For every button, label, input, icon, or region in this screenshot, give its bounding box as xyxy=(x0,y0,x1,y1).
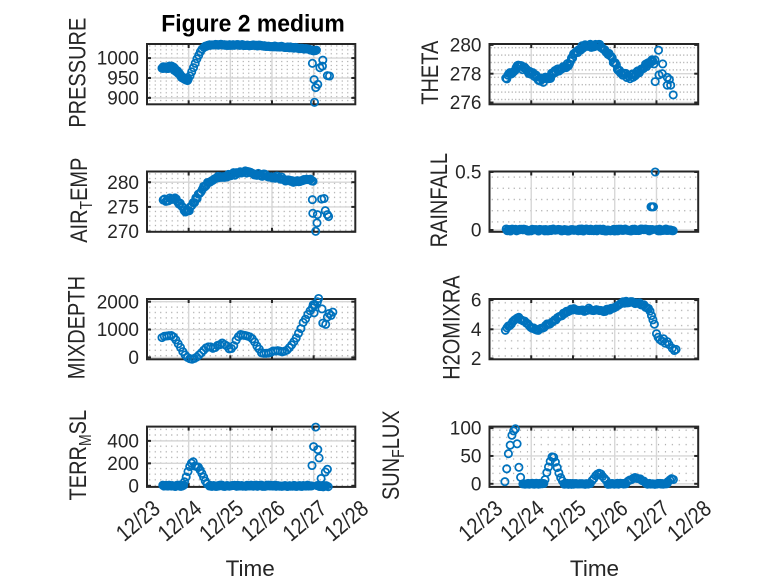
svg-text:278: 278 xyxy=(450,64,482,85)
svg-text:280: 280 xyxy=(450,36,482,57)
svg-text:Time: Time xyxy=(226,556,275,581)
svg-text:H2OMIXRA: H2OMIXRA xyxy=(438,275,465,380)
svg-text:275: 275 xyxy=(107,198,139,219)
svg-text:SUNFLUX: SUNFLUX xyxy=(377,410,408,500)
svg-text:2: 2 xyxy=(471,349,482,370)
svg-text:200: 200 xyxy=(107,454,139,475)
svg-text:50: 50 xyxy=(460,447,481,468)
svg-text:AIRTEMP: AIRTEMP xyxy=(65,158,96,243)
svg-text:Time: Time xyxy=(570,556,619,581)
svg-text:0: 0 xyxy=(471,221,482,242)
svg-text:100: 100 xyxy=(450,419,482,440)
svg-text:MIXDEPTH: MIXDEPTH xyxy=(63,276,90,379)
svg-text:280: 280 xyxy=(107,173,139,194)
svg-text:RAINFALL: RAINFALL xyxy=(425,153,452,247)
svg-text:270: 270 xyxy=(107,222,139,243)
svg-text:0: 0 xyxy=(471,474,482,495)
svg-text:900: 900 xyxy=(107,89,139,110)
svg-text:Figure 2 medium: Figure 2 medium xyxy=(161,10,345,37)
svg-text:6: 6 xyxy=(471,291,482,312)
svg-text:4: 4 xyxy=(471,320,482,341)
svg-text:2000: 2000 xyxy=(97,292,139,313)
svg-text:0.5: 0.5 xyxy=(455,163,481,184)
svg-text:TERRMSL: TERRMSL xyxy=(64,410,95,501)
svg-text:400: 400 xyxy=(107,432,139,453)
svg-text:276: 276 xyxy=(450,93,482,114)
svg-text:THETA: THETA xyxy=(416,41,443,105)
svg-text:0: 0 xyxy=(128,476,139,497)
svg-text:1000: 1000 xyxy=(97,320,139,341)
svg-text:PRESSURE: PRESSURE xyxy=(64,18,91,128)
svg-text:1000: 1000 xyxy=(97,49,139,70)
svg-text:950: 950 xyxy=(107,69,139,90)
svg-text:0: 0 xyxy=(128,348,139,369)
